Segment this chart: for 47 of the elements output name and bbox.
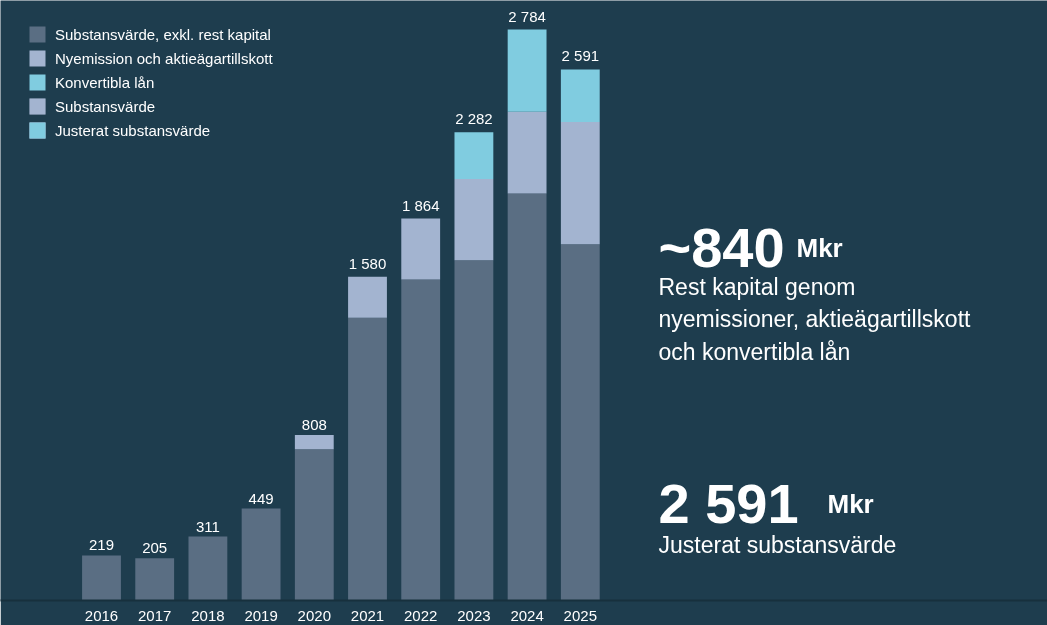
- annotation: Substansvärde: [55, 96, 156, 116]
- annotation: 2 784: [508, 7, 546, 25]
- legend-label: Substansvärde, exkl. rest kapital: [55, 24, 271, 44]
- x-tick-label: 2019: [244, 606, 278, 624]
- bar: [401, 218, 441, 280]
- text: Mkr: [796, 232, 843, 263]
- bar: [401, 279, 441, 601]
- annotation: 449: [248, 489, 274, 507]
- text: Rest kapital genom nyemissioner, aktieägartillskott och konvertibla lån: [658, 273, 972, 365]
- x-tick-label: 2016: [84, 606, 119, 624]
- text: Mkr: [827, 488, 874, 519]
- x-tick-label: 2023: [457, 606, 491, 624]
- annotation: 1 864: [401, 196, 440, 214]
- legend-label: Konvertibla lån: [55, 72, 155, 92]
- bar: [82, 555, 121, 601]
- bar: [188, 536, 228, 601]
- x-tick-label: 2024: [510, 606, 544, 624]
- bar: [507, 111, 547, 194]
- annotation: 2 591: [561, 47, 600, 65]
- annotation: Justerat substansvärde: [55, 120, 211, 140]
- bar: [560, 122, 600, 245]
- x-tick-label: 2017: [138, 606, 172, 624]
- x-tick-label: 2022: [404, 606, 438, 624]
- bar: [454, 132, 494, 180]
- bar: [560, 69, 600, 122]
- bar: [507, 29, 547, 112]
- annotation: 1 580: [348, 254, 387, 272]
- annotation: 2 282: [455, 110, 493, 128]
- bar: [348, 276, 387, 318]
- annotation: 205: [142, 539, 168, 557]
- bar: [348, 317, 387, 601]
- annotation: 808: [301, 415, 327, 433]
- bar: [294, 434, 334, 450]
- bar: [507, 193, 547, 601]
- annotation: 311: [195, 517, 220, 535]
- bar: [241, 508, 281, 601]
- x-tick-label: 2020: [297, 606, 331, 624]
- bar: [454, 179, 494, 261]
- bar: [454, 260, 494, 601]
- legend-label: Nyemission och aktieägartillskott: [55, 48, 273, 68]
- annotation: 219: [88, 536, 115, 554]
- x-tick-label: 2018: [191, 606, 225, 624]
- bar: [135, 558, 175, 601]
- bar: [560, 244, 600, 601]
- bar: [294, 449, 334, 601]
- x-tick-label: 2025: [563, 606, 597, 624]
- x-tick-label: 2021: [350, 606, 385, 624]
